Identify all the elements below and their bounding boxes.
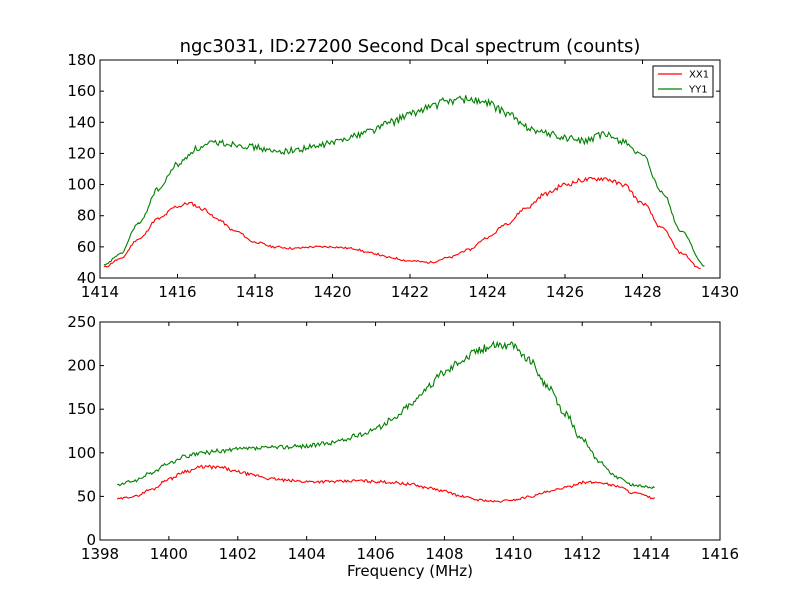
bottom-x-tick-label: 1416 <box>701 545 739 563</box>
top-chart-panel: ngc3031, ID:27200 Second Dcal spectrum (… <box>67 36 739 301</box>
bottom-series-lines <box>116 340 655 503</box>
top-y-tick-label: 120 <box>67 144 96 162</box>
top-y-tick-label: 40 <box>77 269 96 287</box>
x-axis-label: Frequency (MHz) <box>347 562 473 580</box>
bottom-x-tick-label: 1404 <box>288 545 326 563</box>
legend-box <box>652 65 714 98</box>
top-x-tick-label: 1430 <box>701 283 739 301</box>
bottom-plot-frame <box>99 321 721 541</box>
bottom-chart-panel: 1398 1400 1402 1404 1406 1408 1410 1412 1414 1416… <box>67 313 739 580</box>
bottom-y-tick-label: 100 <box>67 444 96 462</box>
bottom-x-tick-label: 1414 <box>632 545 670 563</box>
bottom-x-tick-label: 1398 <box>81 545 119 563</box>
bottom-y-tick-label: 0 <box>86 531 96 549</box>
legend-yy1-label: YY1 <box>688 85 708 96</box>
top-plot-frame <box>99 59 721 279</box>
bottom-series-line-red <box>116 464 655 503</box>
bottom-y-tick-label: 150 <box>67 400 96 418</box>
bottom-y-tick-label: 250 <box>67 313 96 331</box>
top-series-line-yy1 <box>103 95 705 267</box>
bottom-x-tick-label: 1402 <box>219 545 257 563</box>
top-x-tick-label: 1422 <box>391 283 429 301</box>
top-series-lines <box>103 95 705 270</box>
chart-title: ngc3031, ID:27200 Second Dcal spectrum (… <box>180 36 641 57</box>
top-y-tick-label: 160 <box>67 82 96 100</box>
top-x-tick-label: 1424 <box>468 283 506 301</box>
top-x-tick-label: 1428 <box>623 283 661 301</box>
top-y-tick-label: 60 <box>77 238 96 256</box>
bottom-x-tick-label: 1408 <box>425 545 463 563</box>
top-x-tick-label: 1426 <box>546 283 584 301</box>
bottom-y-tick-label: 50 <box>77 487 96 505</box>
top-x-tick-label: 1416 <box>158 283 196 301</box>
top-axis-ticks: 1414 1416 1418 1420 1422 1424 1426 1428 1430 40 60… <box>67 51 739 301</box>
bottom-x-tick-label: 1406 <box>356 545 394 563</box>
top-y-tick-label: 140 <box>67 113 96 131</box>
top-x-tick-label: 1414 <box>81 283 119 301</box>
bottom-x-tick-label: 1412 <box>563 545 601 563</box>
bottom-series-line-green <box>117 340 655 489</box>
legend-xx1-label: XX1 <box>689 70 709 81</box>
top-x-tick-label: 1418 <box>236 283 274 301</box>
bottom-x-tick-label: 1400 <box>150 545 188 563</box>
bottom-x-tick-label: 1410 <box>494 545 532 563</box>
bottom-y-tick-label: 200 <box>67 357 96 375</box>
top-y-tick-label: 180 <box>67 51 96 69</box>
top-y-tick-label: 80 <box>77 207 96 225</box>
top-y-tick-label: 100 <box>67 176 96 194</box>
legend: XX1 YY1 <box>652 65 714 98</box>
bottom-axis-ticks: 1398 1400 1402 1404 1406 1408 1410 1412 1414 1416… <box>67 313 739 563</box>
top-series-line-xx1 <box>103 176 701 270</box>
top-x-tick-label: 1420 <box>313 283 351 301</box>
